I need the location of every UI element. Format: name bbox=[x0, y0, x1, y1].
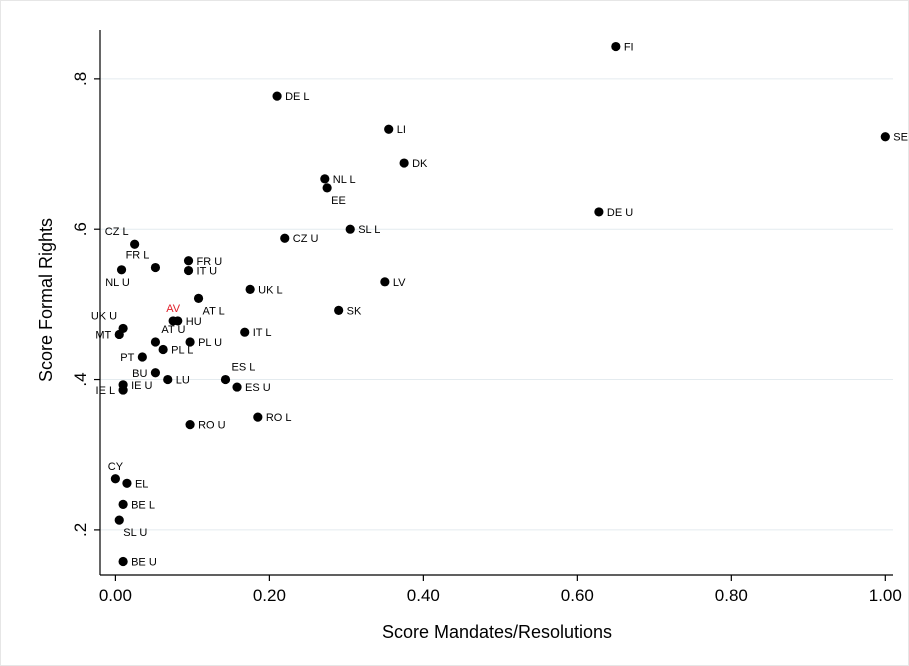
point-label: FR U bbox=[197, 256, 223, 268]
scatter-point bbox=[163, 374, 173, 385]
scatter-point bbox=[130, 239, 140, 249]
scatter-point bbox=[118, 499, 128, 509]
scatter-point bbox=[594, 207, 604, 217]
point-label: IT U bbox=[197, 266, 218, 278]
point-label: RO L bbox=[266, 412, 292, 424]
point-label: SK bbox=[347, 305, 362, 317]
scatter-point bbox=[320, 174, 330, 184]
x-axis-ticks: 0.00 0.20 0.40 0.60 0.80 1.00 bbox=[99, 575, 902, 605]
x-tick-label: 0.20 bbox=[253, 586, 286, 605]
point-label: FR L bbox=[126, 250, 150, 262]
axes bbox=[99, 30, 893, 576]
scatter-point bbox=[245, 284, 255, 294]
scatter-point bbox=[272, 91, 282, 101]
scatter-point bbox=[240, 327, 250, 337]
point-label: FI bbox=[624, 42, 634, 54]
gridlines bbox=[100, 78, 893, 531]
point-label: SL L bbox=[358, 224, 380, 236]
scatter-point bbox=[322, 183, 332, 193]
y-axis-ticks: .2 .4 .6 .8 bbox=[71, 72, 100, 537]
x-tick-label: 0.60 bbox=[561, 586, 594, 605]
point-label: AT U bbox=[161, 324, 185, 336]
scatter-point bbox=[118, 385, 128, 395]
scatter-point bbox=[399, 158, 409, 168]
point-label: EL bbox=[135, 478, 148, 490]
scatter-point bbox=[183, 256, 194, 266]
scatter-point bbox=[116, 265, 127, 275]
point-label: BE U bbox=[131, 556, 157, 568]
scatter-point bbox=[173, 316, 183, 326]
scatter-point bbox=[334, 305, 344, 315]
x-axis-title: Score Mandates/Resolutions bbox=[382, 622, 612, 642]
point-label: DE U bbox=[607, 207, 633, 219]
point-label: HU bbox=[186, 316, 202, 328]
y-tick-label: .2 bbox=[71, 523, 90, 537]
y-tick-label: .6 bbox=[71, 222, 90, 236]
x-tick-label: 1.00 bbox=[869, 586, 902, 605]
x-tick-label: 0.80 bbox=[715, 586, 748, 605]
point-label: UK U bbox=[91, 310, 117, 322]
scatter-point bbox=[611, 41, 621, 52]
point-label: SL U bbox=[123, 527, 147, 539]
point-label: NL U bbox=[105, 277, 130, 289]
x-tick-label: 0.00 bbox=[99, 586, 132, 605]
point-label: ES L bbox=[231, 362, 255, 374]
y-tick-label: .4 bbox=[71, 372, 90, 386]
scatter-point bbox=[253, 412, 263, 422]
x-tick-label: 0.40 bbox=[407, 586, 440, 605]
y-tick-label: .8 bbox=[71, 72, 90, 86]
scatter-point bbox=[150, 262, 161, 273]
scatter-point bbox=[150, 337, 161, 347]
point-label: MT bbox=[95, 329, 111, 341]
point-label: IE L bbox=[96, 385, 116, 397]
point-label: PL L bbox=[171, 344, 193, 356]
scatter-point bbox=[232, 382, 242, 392]
point-label: BU bbox=[132, 368, 147, 380]
scatter-point bbox=[114, 515, 124, 525]
scatter-point bbox=[114, 329, 124, 340]
scatter-point bbox=[345, 224, 355, 234]
point-label: DE L bbox=[285, 91, 309, 103]
scatter-point bbox=[880, 132, 890, 142]
scatter-point bbox=[158, 344, 168, 355]
scatter-point bbox=[193, 293, 204, 303]
point-label: ES U bbox=[245, 382, 271, 394]
scatter-point bbox=[185, 337, 195, 347]
scatter-point bbox=[280, 233, 290, 243]
scatter-point bbox=[384, 124, 394, 134]
scatter-point bbox=[137, 352, 147, 362]
scatter-point bbox=[185, 420, 195, 430]
point-label: CY bbox=[108, 461, 124, 473]
scatter-point bbox=[110, 474, 120, 484]
point-label: PL U bbox=[198, 337, 222, 349]
point-label: AT L bbox=[203, 305, 225, 317]
y-axis-title: Score Formal Rights bbox=[36, 218, 56, 382]
point-label: IT L bbox=[253, 327, 272, 339]
scatter-point bbox=[220, 374, 231, 385]
data-points: FI DE L SE LI DK NL L EE DE U SL L CZ U CZ L FR L FR… bbox=[91, 42, 908, 569]
point-label: NL L bbox=[333, 174, 356, 186]
point-label: RO U bbox=[198, 420, 226, 432]
scatter-point bbox=[183, 265, 194, 276]
point-label: SE bbox=[893, 132, 908, 144]
scatter-point bbox=[150, 368, 161, 378]
scatter-point bbox=[118, 556, 128, 567]
point-label: LI bbox=[397, 124, 406, 136]
scatter-point bbox=[122, 478, 132, 488]
point-label: AV bbox=[166, 303, 181, 315]
point-label: LV bbox=[393, 277, 406, 289]
scatter-point bbox=[380, 277, 390, 287]
point-label: UK L bbox=[258, 284, 282, 296]
point-label: CZ U bbox=[293, 233, 319, 245]
point-label: CZ L bbox=[105, 226, 129, 238]
point-label: PT bbox=[120, 352, 134, 364]
point-label: EE bbox=[331, 195, 346, 207]
point-label: BE L bbox=[131, 499, 155, 511]
point-label: DK bbox=[412, 158, 428, 170]
point-label: LU bbox=[176, 375, 190, 387]
point-label: IE U bbox=[131, 380, 152, 392]
